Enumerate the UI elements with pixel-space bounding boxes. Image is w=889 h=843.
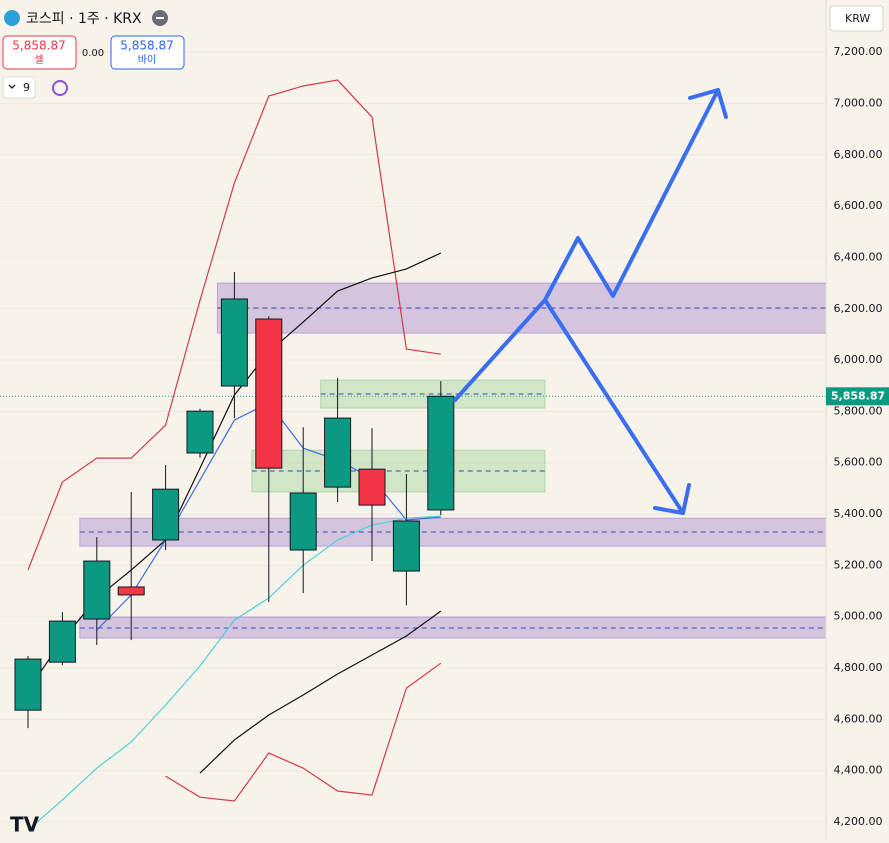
- sell-button[interactable]: [2, 35, 77, 70]
- currency: KRW: [845, 12, 870, 25]
- buy-button[interactable]: [110, 35, 185, 70]
- spread: 0.00: [82, 48, 104, 59]
- last-price-tag: [826, 387, 889, 406]
- chevron: [8, 84, 16, 89]
- y-tick-label: 5,600.00: [834, 456, 883, 469]
- y-tick-label: 5,000.00: [834, 610, 883, 623]
- candle-body: [48, 620, 76, 663]
- candle-body: [358, 468, 386, 506]
- y-tick-label: 7,000.00: [834, 96, 883, 109]
- y-tick-label: 6,200.00: [834, 302, 883, 315]
- candle-body: [83, 560, 111, 620]
- y-tick-label: 4,800.00: [834, 661, 883, 674]
- indicator-line: [165, 662, 442, 802]
- candle-body: [255, 318, 283, 469]
- y-tick-label: 5,200.00: [834, 558, 883, 571]
- indicator-line: [199, 610, 442, 774]
- y-tick-label: 6,600.00: [834, 199, 883, 212]
- y-tick-label: 4,200.00: [834, 815, 883, 828]
- y-tick-label: 5,800.00: [834, 404, 883, 417]
- indicator-toggle[interactable]: [2, 76, 36, 99]
- indicator-line: [27, 79, 441, 571]
- indicator-count: 9: [23, 81, 30, 94]
- y-tick-label: 6,800.00: [834, 148, 883, 161]
- y-tick-label: 4,400.00: [834, 764, 883, 777]
- projection-arrows: [453, 88, 728, 515]
- y-tick-label: 6,000.00: [834, 353, 883, 366]
- y-tick-label: 7,200.00: [834, 45, 883, 58]
- sell-label: 셀: [34, 54, 43, 66]
- y-tick-label: 4,600.00: [834, 712, 883, 725]
- buy-price: 5,858.87: [120, 39, 173, 53]
- candle-body: [427, 395, 455, 511]
- chart-title: 코스피 · 1주 · KRX: [26, 11, 142, 27]
- y-tick-label: 6,400.00: [834, 250, 883, 263]
- down-arrow-head: [653, 483, 691, 515]
- buy-label: 바이: [138, 54, 156, 66]
- candle-body: [220, 298, 248, 387]
- candle-body: [186, 410, 214, 454]
- logo: TV: [10, 813, 40, 837]
- candle-body: [152, 488, 180, 541]
- candle-body: [392, 520, 420, 572]
- refresh-icon[interactable]: [52, 80, 68, 96]
- candle-body: [117, 586, 145, 596]
- candle-body: [324, 417, 352, 488]
- symbol-icon: [4, 10, 20, 26]
- zone: [79, 616, 827, 639]
- up-arrow-head: [688, 88, 728, 119]
- down-arrow: [543, 298, 685, 515]
- last-price-label: 5,858.87: [831, 389, 885, 402]
- candle-body: [289, 492, 317, 551]
- sell-price: 5,858.87: [12, 39, 65, 53]
- candle-body: [14, 658, 42, 711]
- up-arrow: [453, 88, 720, 402]
- y-tick-label: 5,400.00: [834, 507, 883, 520]
- currency-box[interactable]: [829, 5, 884, 32]
